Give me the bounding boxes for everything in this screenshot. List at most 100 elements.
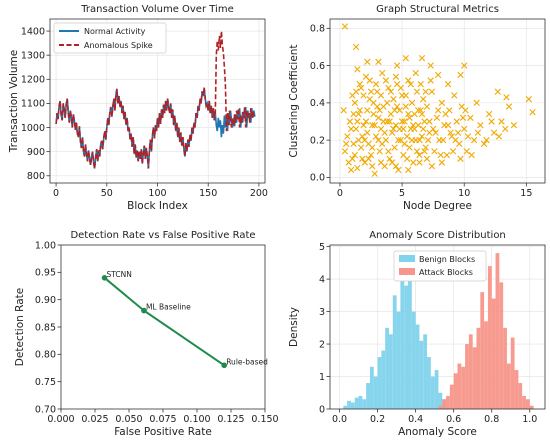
scatter-point <box>406 114 413 121</box>
y-axis-label: Transaction Volume <box>8 50 20 153</box>
scatter-point <box>449 148 457 155</box>
scatter-point <box>418 133 426 140</box>
x-tick-label: 0.000 <box>47 414 74 425</box>
x-axis-label: Node Degree <box>403 200 472 212</box>
histogram-bar <box>377 357 382 409</box>
scatter-point <box>428 88 436 95</box>
legend: Normal Activity Anomalous Spike <box>53 22 167 54</box>
data-point <box>141 307 147 314</box>
scatter-point <box>371 170 378 177</box>
y-tick-label: 0.75 <box>35 377 56 388</box>
scatter-point <box>352 43 360 51</box>
scatter-point <box>461 62 468 69</box>
x-axis-label: False Positive Rate <box>114 426 212 438</box>
scatter-point <box>386 155 393 162</box>
histogram-bar <box>453 373 458 409</box>
histogram-bar <box>347 400 351 409</box>
scatter-point <box>525 95 533 103</box>
y-tick-label: 0.70 <box>35 404 56 415</box>
scatter-point <box>390 95 397 103</box>
scatter-point <box>468 151 475 159</box>
scatter-point <box>395 166 402 174</box>
scatter-point <box>397 84 405 92</box>
y-tick-label: 4 <box>319 274 325 285</box>
x-tick-label: 200 <box>250 188 268 199</box>
scatter-point <box>405 77 412 84</box>
y-tick-label: 2 <box>319 339 325 350</box>
scatter-point <box>396 107 403 114</box>
scatter-point <box>347 125 355 133</box>
scatter-point <box>395 136 402 144</box>
histogram-bar <box>350 402 355 409</box>
x-tick-label: 0.4 <box>408 414 423 425</box>
histogram-bar <box>510 337 515 409</box>
chart-0: Normal Activity Anomalous Spike 0 50 100 150 2… <box>8 4 268 212</box>
scatter-point <box>402 54 409 62</box>
scatter-point <box>390 125 397 133</box>
scatter-point <box>416 151 423 159</box>
scatter-point <box>369 163 376 170</box>
histogram-bar <box>525 399 530 409</box>
y-tick-label: 0.0 <box>310 173 325 184</box>
histogram-bar <box>415 324 420 409</box>
x-axis-label: Anomaly Score <box>398 426 477 438</box>
x-tick-label: 0.2 <box>370 414 385 425</box>
histogram-bar <box>468 334 473 409</box>
legend-box <box>393 250 487 282</box>
scatter-point <box>398 118 406 125</box>
histogram-bar <box>518 383 523 409</box>
y-tick-label: 1000 <box>21 123 45 134</box>
scatter-point <box>352 125 360 133</box>
scatter-point <box>483 136 490 144</box>
data-point <box>221 362 227 369</box>
scatter-point <box>357 144 365 151</box>
scatter-point <box>340 107 347 114</box>
scatter-point <box>428 163 436 170</box>
scatter-point <box>374 103 381 110</box>
legend-label: Attack Blocks <box>419 268 473 277</box>
scatter-point <box>420 125 427 133</box>
scatter-point <box>393 62 401 69</box>
histogram-bar <box>484 321 488 409</box>
scatter-point <box>391 107 398 114</box>
x-tick-label: 10 <box>458 188 470 199</box>
scatter-point <box>360 92 367 99</box>
x-tick-label: 0.125 <box>217 414 244 425</box>
scatter-point <box>470 136 478 144</box>
scatter-point <box>498 118 505 125</box>
x-tick-label: 15 <box>520 188 532 199</box>
histogram-bar <box>480 292 485 409</box>
x-tick-label: 0.100 <box>183 414 210 425</box>
series-line-anomalous-spike <box>55 31 255 169</box>
scatter-point <box>463 148 470 155</box>
histogram-bar <box>465 344 469 409</box>
scatter-point <box>459 114 467 121</box>
scatter-point <box>385 84 392 92</box>
scatter-point <box>437 151 444 159</box>
scatter-point <box>464 133 472 140</box>
x-tick-label: 0.050 <box>115 414 142 425</box>
scatter-point <box>379 140 386 148</box>
histogram-bar <box>358 396 363 409</box>
scatter-point <box>360 122 367 129</box>
scatter-point <box>447 129 454 136</box>
histogram-bar <box>457 363 462 409</box>
x-tick-label: 0.8 <box>484 414 499 425</box>
legend-box <box>53 22 167 54</box>
scatter-point <box>402 92 409 99</box>
chart-title: Transaction Volume Over Time <box>80 4 233 15</box>
scatter-point <box>452 136 459 144</box>
y-tick-label: 0.95 <box>35 268 56 279</box>
histogram-bar <box>434 370 439 409</box>
scatter-point <box>462 107 469 114</box>
scatter-point <box>405 166 412 174</box>
scatter-point <box>386 118 393 125</box>
x-tick-label: 0 <box>53 188 59 199</box>
x-tick-label: 150 <box>199 188 217 199</box>
y-tick-label: 5 <box>319 242 325 253</box>
scatter-point <box>388 129 396 136</box>
y-axis-label: Detection Rate <box>14 288 26 366</box>
scatter-point <box>502 125 509 133</box>
scatter-point <box>417 107 424 114</box>
scatter-point <box>434 71 442 79</box>
